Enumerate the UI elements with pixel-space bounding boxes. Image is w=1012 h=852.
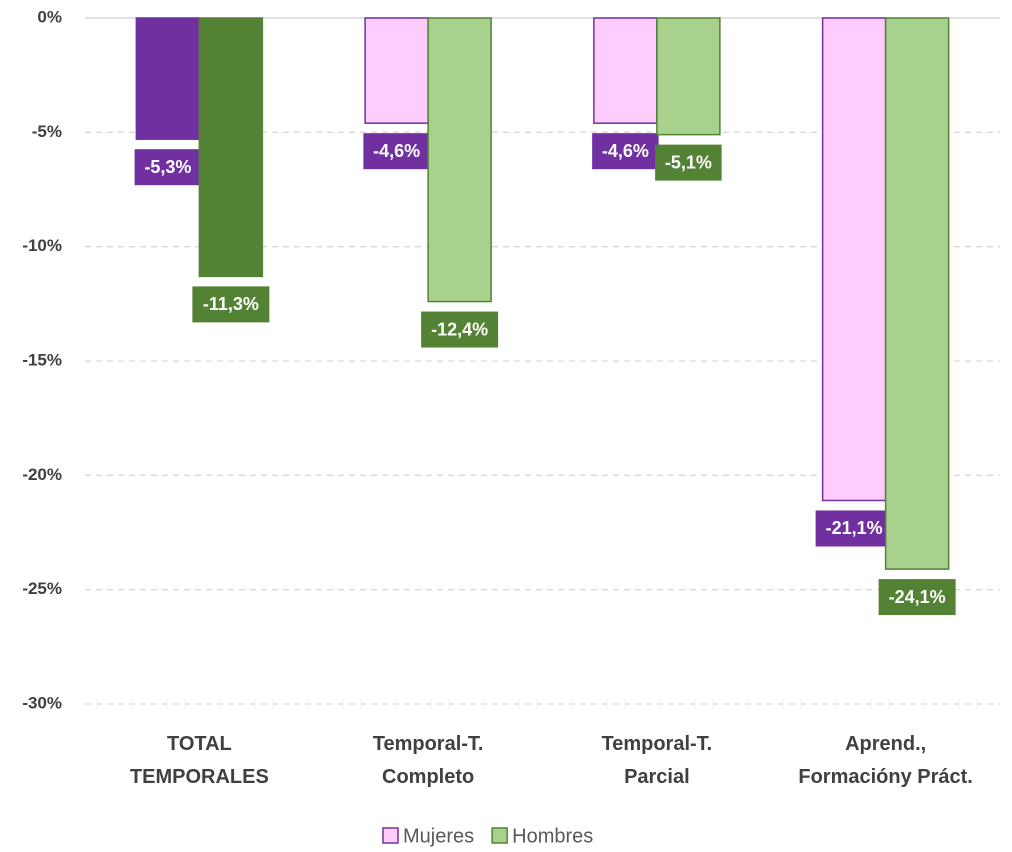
value-label: -5,3%: [144, 157, 191, 177]
bar: [364, 17, 429, 124]
value-label-box: [134, 149, 202, 186]
x-tick-line: Temporal-T.: [373, 733, 484, 755]
bar: [593, 17, 658, 124]
value-label-box: [592, 133, 659, 170]
value-label: -21,1%: [826, 518, 883, 538]
x-tick-line: Formacióny Práct.: [798, 766, 973, 788]
x-tick-label: Temporal-T. Parcial: [601, 733, 712, 788]
value-label-box: [192, 286, 270, 323]
y-tick-label: -25%: [22, 579, 62, 598]
bar: [821, 17, 887, 502]
x-tick-label: Aprend., Formacióny Práct.: [798, 733, 973, 788]
value-label: -24,1%: [889, 587, 946, 607]
y-tick-label: -5%: [32, 122, 62, 141]
value-label-box: [421, 311, 499, 348]
x-tick-line: Aprend.,: [845, 733, 926, 755]
x-tick-label: TOTAL TEMPORALES: [130, 733, 269, 788]
y-tick-label: -30%: [22, 693, 62, 712]
x-tick-line: TOTAL: [167, 733, 232, 755]
x-tick-label: Temporal-T. Completo: [373, 733, 484, 788]
value-label: -4,6%: [602, 141, 649, 161]
x-tick-line: Parcial: [624, 766, 690, 788]
value-label-box: [363, 133, 430, 170]
value-label-box: [655, 144, 722, 181]
legend-swatch: [382, 827, 399, 844]
bar: [656, 17, 721, 136]
bar: [135, 17, 201, 140]
bar: [884, 17, 950, 570]
y-tick-label: -10%: [22, 236, 62, 255]
bar: [427, 17, 492, 303]
x-tick-line: Completo: [382, 766, 474, 788]
y-tick-label: -20%: [22, 465, 62, 484]
value-label-box: [815, 510, 893, 547]
value-label: -4,6%: [373, 141, 420, 161]
y-tick-label: 0%: [37, 7, 62, 26]
legend-swatch: [491, 827, 508, 844]
bar: [198, 17, 264, 278]
y-tick-label: -15%: [22, 350, 62, 369]
value-label-box: [878, 579, 956, 616]
x-tick-line: Temporal-T.: [601, 733, 712, 755]
value-label: -12,4%: [431, 319, 488, 339]
value-label: -11,3%: [203, 294, 259, 314]
x-tick-line: TEMPORALES: [130, 766, 269, 788]
legend-label: Hombres: [512, 825, 593, 847]
value-label: -5,1%: [665, 152, 712, 172]
legend-label: Mujeres: [403, 825, 474, 847]
